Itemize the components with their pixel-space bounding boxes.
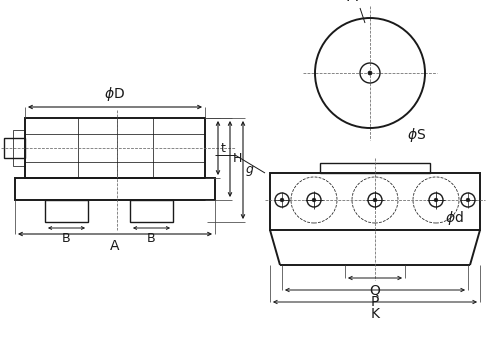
Circle shape: [280, 198, 284, 202]
Circle shape: [373, 198, 377, 202]
Circle shape: [466, 198, 470, 202]
Bar: [320, 163, 430, 173]
Text: K: K: [370, 307, 380, 321]
Text: M: M: [346, 0, 358, 4]
Bar: [45, 200, 88, 222]
Text: $\phi$D: $\phi$D: [104, 85, 126, 103]
Text: $\phi$d: $\phi$d: [445, 209, 464, 227]
Bar: [15, 178, 215, 200]
Bar: [25, 118, 205, 178]
Text: A: A: [110, 239, 120, 253]
Text: t: t: [221, 142, 226, 154]
Text: H: H: [233, 153, 242, 166]
Text: Q: Q: [370, 283, 380, 297]
Bar: [13, 130, 25, 166]
Bar: [130, 200, 173, 222]
Text: $\phi$S: $\phi$S: [407, 126, 426, 144]
Text: B: B: [147, 232, 156, 245]
Circle shape: [434, 198, 438, 202]
Text: B: B: [62, 232, 71, 245]
Circle shape: [368, 71, 372, 75]
Text: g: g: [246, 164, 254, 177]
Bar: [4, 138, 25, 158]
Circle shape: [312, 198, 316, 202]
Text: P: P: [371, 295, 379, 309]
Bar: [270, 173, 480, 230]
